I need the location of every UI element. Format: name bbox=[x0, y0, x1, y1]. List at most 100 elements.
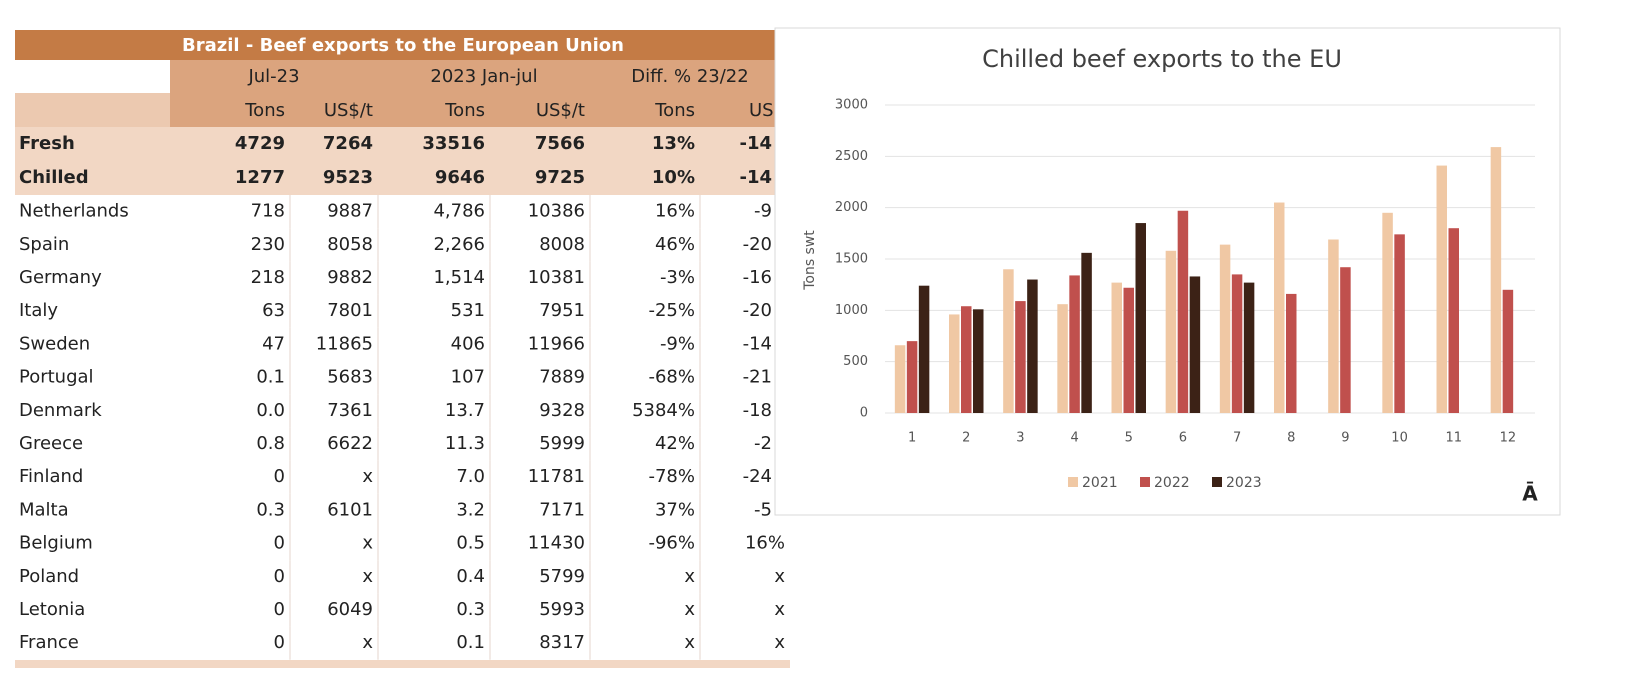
table-cell: 7361 bbox=[327, 400, 373, 421]
bar bbox=[1328, 239, 1339, 413]
table-cell: x bbox=[684, 599, 695, 620]
table-cell: -21 bbox=[743, 367, 772, 388]
y-tick-label: 1500 bbox=[835, 252, 868, 267]
x-tick-label: 8 bbox=[1287, 431, 1295, 446]
bar bbox=[1057, 304, 1068, 413]
summary-band bbox=[15, 127, 790, 195]
table-cell: -16 bbox=[743, 267, 772, 288]
x-tick-label: 3 bbox=[1016, 431, 1024, 446]
table-cell: 16% bbox=[655, 201, 695, 222]
table-cell: Greece bbox=[19, 433, 83, 454]
bar bbox=[1027, 279, 1038, 413]
table-cell: 5683 bbox=[327, 367, 373, 388]
table-cell: 0.8 bbox=[256, 433, 285, 454]
table-cell: 531 bbox=[451, 300, 485, 321]
table-cell: 218 bbox=[251, 267, 285, 288]
table-cell: 7801 bbox=[327, 300, 373, 321]
table-cell: -9% bbox=[660, 333, 695, 354]
table-cell: 0.3 bbox=[256, 499, 285, 520]
table-cell: 9882 bbox=[327, 267, 373, 288]
table-cell: Sweden bbox=[19, 333, 90, 354]
table-cell: 10381 bbox=[528, 267, 585, 288]
group-header: Jul-23 bbox=[247, 66, 299, 87]
column-header: Tons bbox=[654, 100, 695, 121]
table-cell: 230 bbox=[251, 234, 285, 255]
table-cell: 8058 bbox=[327, 234, 373, 255]
table-cell: Netherlands bbox=[19, 201, 129, 222]
column-header: US$/t bbox=[536, 100, 585, 121]
table-cell: 16% bbox=[745, 533, 785, 554]
table-cell: -20 bbox=[743, 300, 772, 321]
legend-swatch bbox=[1212, 477, 1222, 487]
bar bbox=[906, 341, 918, 413]
bar bbox=[1219, 244, 1231, 413]
table-cell: 9887 bbox=[327, 201, 373, 222]
table-cell: 11430 bbox=[528, 533, 585, 554]
table-cell: -18 bbox=[743, 400, 772, 421]
column-header: Tons bbox=[244, 100, 285, 121]
bar bbox=[1015, 301, 1026, 413]
bar bbox=[1231, 274, 1243, 413]
table-cell: 0.0 bbox=[256, 400, 285, 421]
table-cell: 107 bbox=[451, 367, 485, 388]
table-cell: 0.4 bbox=[456, 566, 485, 587]
table-cell: 0 bbox=[274, 566, 285, 587]
bar bbox=[1448, 228, 1459, 413]
x-tick-label: 1 bbox=[908, 431, 916, 446]
bar bbox=[1502, 289, 1514, 413]
column-header: US$/t bbox=[324, 100, 373, 121]
table-cell: 37% bbox=[655, 499, 695, 520]
table-cell: 13% bbox=[652, 133, 695, 154]
x-tick-label: 7 bbox=[1233, 431, 1241, 446]
bar bbox=[1274, 202, 1285, 413]
table-cell: 0.1 bbox=[456, 632, 485, 653]
bar bbox=[1243, 282, 1255, 413]
bar bbox=[1111, 282, 1122, 413]
bar bbox=[1436, 165, 1447, 413]
bar bbox=[1081, 252, 1092, 413]
table-cell: 9328 bbox=[539, 400, 585, 421]
table-cell: x bbox=[684, 632, 695, 653]
table-cell: x bbox=[362, 466, 373, 487]
table-cell: -14 bbox=[743, 333, 772, 354]
chart-title: Chilled beef exports to the EU bbox=[982, 45, 1342, 73]
bar bbox=[1394, 234, 1405, 413]
legend-label: 2022 bbox=[1154, 475, 1190, 491]
table-cell: Belgium bbox=[19, 533, 93, 554]
y-tick-label: 2000 bbox=[835, 200, 868, 215]
bar bbox=[949, 314, 960, 413]
legend-label: 2023 bbox=[1226, 475, 1262, 491]
y-tick-label: 0 bbox=[860, 406, 868, 421]
bar bbox=[1490, 147, 1502, 414]
bar bbox=[1189, 276, 1201, 413]
bar bbox=[1340, 267, 1351, 413]
table-cell: 5384% bbox=[632, 400, 695, 421]
table-cell: 8008 bbox=[539, 234, 585, 255]
table-cell: 6622 bbox=[327, 433, 373, 454]
table-cell: x bbox=[362, 566, 373, 587]
table-cell: -3% bbox=[660, 267, 695, 288]
group-header: 2023 Jan-jul bbox=[430, 66, 537, 87]
table-cell: 7951 bbox=[539, 300, 585, 321]
table-cell: 6101 bbox=[327, 499, 373, 520]
table-cell: 2,266 bbox=[433, 234, 485, 255]
bar bbox=[1165, 250, 1177, 413]
table-cell: -2 bbox=[754, 433, 772, 454]
table-cell: -14 bbox=[739, 167, 772, 188]
table-cell: 7566 bbox=[535, 133, 585, 154]
table-cell: Chilled bbox=[19, 167, 89, 188]
table-cell: -20 bbox=[743, 234, 772, 255]
table-cell: 10386 bbox=[528, 201, 585, 222]
x-tick-label: 6 bbox=[1179, 431, 1187, 446]
table-cell: 9646 bbox=[435, 167, 485, 188]
x-tick-label: 10 bbox=[1391, 431, 1408, 446]
header-band bbox=[170, 60, 790, 127]
table-cell: 7171 bbox=[539, 499, 585, 520]
table-cell: 10% bbox=[652, 167, 695, 188]
table-cell: 13.7 bbox=[445, 400, 485, 421]
table-cell: Italy bbox=[19, 300, 58, 321]
table-cell: x bbox=[774, 632, 785, 653]
table-cell: 5799 bbox=[539, 566, 585, 587]
table-cell: x bbox=[362, 632, 373, 653]
